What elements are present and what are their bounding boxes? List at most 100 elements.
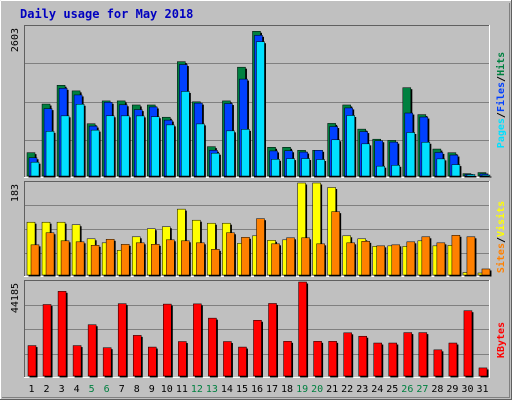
bar-kbytes-2 bbox=[42, 304, 52, 377]
x-tick-label-27: 27 bbox=[416, 384, 428, 395]
panel-legend: KBytes bbox=[496, 322, 507, 358]
bar-kbytes-21 bbox=[328, 341, 337, 377]
bar-kbytes-25 bbox=[388, 342, 398, 377]
x-tick-label-18: 18 bbox=[281, 384, 293, 395]
bar-pages-13 bbox=[211, 152, 220, 177]
bar-sites-18 bbox=[286, 237, 295, 276]
bar-pages-10 bbox=[166, 124, 175, 177]
bar-sites-25 bbox=[391, 244, 401, 276]
bar-kbytes-4 bbox=[72, 345, 82, 377]
panel-middle: 183 Sites/Visits bbox=[10, 181, 507, 277]
bar-pages-6 bbox=[105, 115, 115, 177]
bar-kbytes-22 bbox=[343, 332, 352, 377]
bar-kbytes-26 bbox=[403, 332, 413, 377]
bar-kbytes-24 bbox=[373, 342, 382, 377]
x-tick-label-3: 3 bbox=[59, 384, 65, 395]
bar-sites-12 bbox=[196, 242, 205, 276]
series-kbytes bbox=[27, 281, 489, 378]
bar-sites-10 bbox=[166, 239, 175, 276]
bar-pages-27 bbox=[421, 142, 431, 177]
bar-kbytes-15 bbox=[238, 346, 247, 377]
bar-kbytes-28 bbox=[433, 349, 443, 377]
x-tick-label-31: 31 bbox=[476, 384, 488, 395]
y-max-label: 2603 bbox=[10, 28, 21, 52]
bar-sites-19 bbox=[301, 237, 310, 276]
bar-pages-2 bbox=[45, 131, 55, 177]
bar-sites-29 bbox=[451, 235, 461, 276]
x-tick-label-10: 10 bbox=[161, 384, 173, 395]
bar-kbytes-17 bbox=[268, 303, 277, 377]
bar-sites-7 bbox=[120, 244, 130, 276]
bar-sites-20 bbox=[316, 243, 325, 276]
bar-sites-17 bbox=[271, 243, 280, 276]
bar-sites-14 bbox=[226, 232, 235, 276]
bar-shadow bbox=[481, 175, 490, 178]
bar-sites-22 bbox=[346, 242, 355, 276]
bar-pages-29 bbox=[451, 164, 461, 177]
bar-pages-9 bbox=[151, 116, 160, 177]
bar-sites-5 bbox=[90, 245, 100, 276]
legend-separator: / bbox=[496, 76, 507, 82]
panel-bottom: 44185 KBytes bbox=[10, 280, 507, 378]
x-tick-label-8: 8 bbox=[134, 384, 140, 395]
legend-item-files: Files bbox=[495, 82, 507, 112]
legend-item-kbytes: KBytes bbox=[496, 322, 507, 358]
series-sites bbox=[30, 211, 492, 277]
bar-kbytes-8 bbox=[132, 335, 142, 377]
bar-pages-12 bbox=[196, 123, 205, 177]
bar-sites-21 bbox=[331, 211, 340, 276]
bar-kbytes-31 bbox=[478, 367, 488, 377]
bar-sites-3 bbox=[60, 240, 70, 276]
bar-pages-28 bbox=[436, 158, 446, 177]
bar-kbytes-18 bbox=[283, 341, 292, 377]
bar-kbytes-20 bbox=[313, 341, 322, 377]
bar-sites-28 bbox=[436, 242, 446, 276]
bar-pages-4 bbox=[75, 104, 85, 177]
bar-sites-30 bbox=[466, 236, 476, 276]
bar-sites-6 bbox=[105, 239, 115, 276]
bar-kbytes-1 bbox=[27, 345, 37, 377]
bar-shadow bbox=[468, 176, 477, 178]
bar-sites-16 bbox=[256, 218, 265, 276]
x-tick-label-23: 23 bbox=[356, 384, 368, 395]
x-tick-label-11: 11 bbox=[176, 384, 188, 395]
bar-pages-3 bbox=[60, 115, 70, 177]
bar-pages-25 bbox=[391, 165, 401, 177]
x-tick-label-25: 25 bbox=[386, 384, 398, 395]
bar-sites-26 bbox=[406, 241, 416, 276]
bar-sites-11 bbox=[181, 240, 190, 276]
bar-sites-2 bbox=[45, 232, 55, 276]
bar-pages-19 bbox=[301, 158, 310, 177]
x-tick-label-17: 17 bbox=[266, 384, 278, 395]
bar-sites-23 bbox=[361, 241, 370, 276]
x-tick-label-21: 21 bbox=[326, 384, 338, 395]
bar-kbytes-30 bbox=[463, 310, 473, 377]
bar-sites-15 bbox=[241, 237, 250, 276]
x-tick-label-14: 14 bbox=[221, 384, 233, 395]
bar-sites-13 bbox=[211, 249, 220, 276]
bar-pages-16 bbox=[256, 41, 265, 177]
bar-pages-11 bbox=[181, 91, 190, 177]
bar-kbytes-23 bbox=[358, 335, 367, 377]
x-tick-label-2: 2 bbox=[44, 384, 50, 395]
bar-kbytes-29 bbox=[448, 342, 458, 377]
bar-pages-14 bbox=[226, 130, 235, 177]
x-tick-label-9: 9 bbox=[149, 384, 155, 395]
bar-sites-31 bbox=[481, 268, 491, 276]
x-tick-label-1: 1 bbox=[29, 384, 35, 395]
legend-item-sites: Sites bbox=[495, 243, 507, 273]
chart-panels: 2603Pages/Files/Hits183Sites/Visits44185… bbox=[10, 25, 507, 378]
bar-kbytes-11 bbox=[178, 341, 187, 377]
bar-kbytes-14 bbox=[223, 341, 232, 377]
bar-kbytes-7 bbox=[117, 303, 127, 377]
x-tick-label-5: 5 bbox=[89, 384, 95, 395]
x-tick-label-7: 7 bbox=[119, 384, 125, 395]
bar-sites-9 bbox=[151, 244, 160, 276]
bar-pages-18 bbox=[286, 158, 295, 177]
x-tick-label-12: 12 bbox=[191, 384, 203, 395]
bar-pages-17 bbox=[271, 159, 280, 177]
bar-kbytes-19 bbox=[298, 281, 307, 377]
bar-pages-1 bbox=[30, 161, 40, 177]
